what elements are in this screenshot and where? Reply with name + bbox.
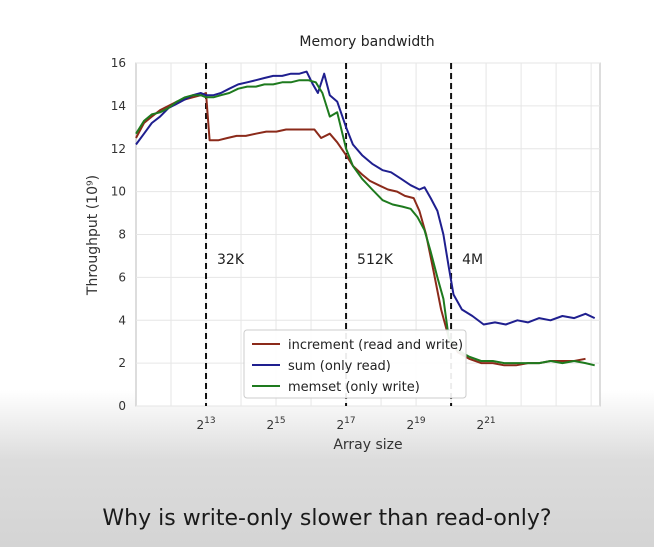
- video-background-gradient: [0, 390, 654, 547]
- legend-box: [243, 329, 467, 399]
- x-tick-label: 217: [337, 416, 356, 432]
- x-tick-label: 221: [477, 416, 496, 432]
- y-tick-label: 0: [118, 399, 126, 413]
- y-axis-label: Throughput (10⁹): [85, 175, 101, 296]
- x-tick-label: 219: [407, 416, 426, 432]
- cache-boundary-label: 32K: [217, 252, 245, 268]
- video-caption: Why is write-only slower than read-only?: [102, 506, 552, 531]
- series-line: [135, 70, 596, 326]
- y-tick-label: 10: [111, 185, 126, 199]
- cache-boundary-label: 4M: [462, 252, 483, 268]
- legend: increment (read and write) sum (only read…: [243, 329, 467, 399]
- legend-entry: memset (only write): [288, 380, 420, 395]
- y-tick-label: 4: [118, 313, 126, 327]
- y-tick-label: 6: [118, 270, 126, 284]
- legend-entry: increment (read and write): [288, 338, 463, 353]
- series-line: [135, 79, 595, 367]
- x-tick-label: 213: [196, 416, 215, 432]
- y-tick-label: 16: [111, 56, 126, 70]
- y-tick-layer: 0 2 4 6 8 10 12 14 16: [111, 56, 126, 413]
- y-tick-label: 14: [111, 99, 126, 113]
- x-axis-label: Array size: [333, 437, 402, 453]
- series-layer: [135, 70, 596, 367]
- legend-entry: sum (only read): [288, 359, 391, 374]
- y-tick-label: 12: [111, 142, 126, 156]
- x-tick-label: 215: [266, 416, 285, 432]
- y-tick-label: 2: [118, 356, 126, 370]
- y-tick-label: 8: [118, 228, 126, 242]
- cache-boundary-label: 512K: [357, 252, 394, 268]
- chart-title: Memory bandwidth: [299, 34, 434, 50]
- x-tick-layer: 213 215 217 219 221: [196, 416, 495, 432]
- grid-layer: [136, 62, 600, 407]
